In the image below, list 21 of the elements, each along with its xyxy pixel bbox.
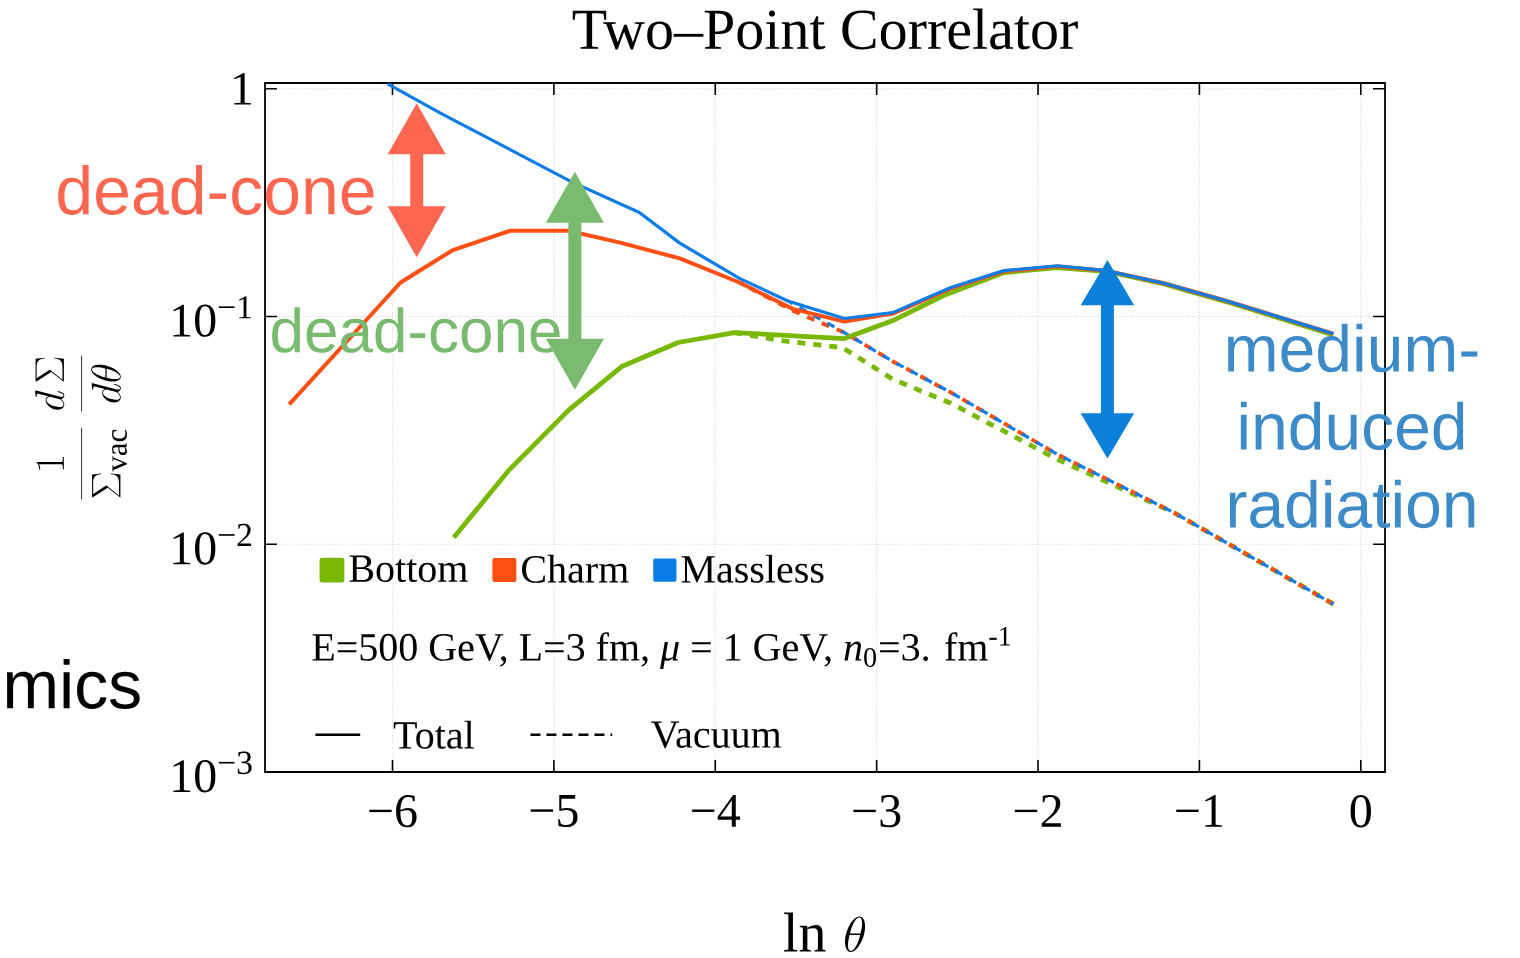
legend-label: Massless bbox=[681, 554, 824, 583]
annotation: E=500 GeV, L=3 fm, μ = 1 GeV, n$_{0}$=3. fm$^{-1}$ bbox=[312, 626, 1011, 670]
y-tick-label: 10$^{−1}$ bbox=[173, 296, 251, 337]
x-tick-label: −1 bbox=[1176, 795, 1223, 827]
annotation: Vacuum bbox=[651, 721, 782, 749]
text: mics bbox=[6, 659, 140, 709]
legend-label: Charm bbox=[522, 554, 629, 583]
y-tick-label: 10$^{−2}$ bbox=[173, 523, 252, 565]
x-tick-label: 0 bbox=[1350, 795, 1371, 828]
y-tick-label: 10$^{−3}$ bbox=[173, 751, 252, 793]
x-tick-label: −5 bbox=[530, 795, 578, 827]
x-tick-label: −6 bbox=[369, 795, 417, 828]
legend-label: Bottom bbox=[349, 555, 468, 583]
x-tick-label: −4 bbox=[692, 795, 741, 827]
x-tick-label: −3 bbox=[853, 795, 901, 828]
y-axis-title: $\frac{1}{\Sigma_{\mathrm{vac}}}\;\frac{d\,\Sigma}{d\theta}$ bbox=[35, 355, 127, 500]
chart-title: Two–Point Correlator bbox=[572, 8, 1078, 50]
y-tick-label: 1 bbox=[234, 72, 252, 105]
x-tick-label: −2 bbox=[1014, 795, 1061, 827]
annotation: Total bbox=[393, 720, 474, 749]
x-axis-title: $\ln\,\theta$ bbox=[784, 912, 866, 952]
